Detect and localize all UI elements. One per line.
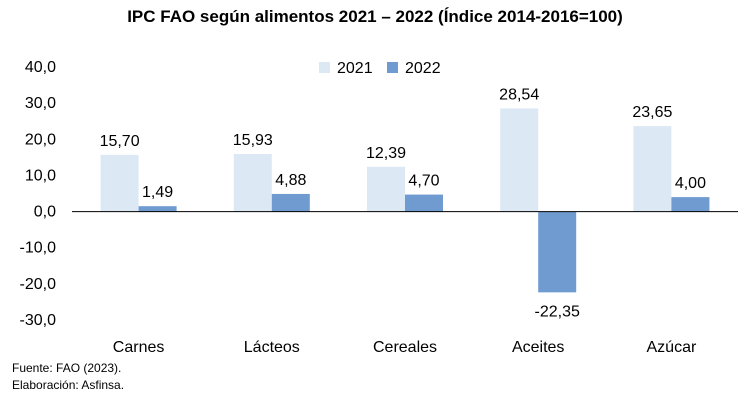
- y-tick-label: 20,0: [25, 131, 56, 148]
- data-label-2021: 12,39: [366, 145, 406, 162]
- data-label-2022: 4,70: [408, 173, 439, 190]
- x-axis: Carnes Lácteos Cereales Aceites Azúcar: [113, 339, 697, 356]
- y-tick-label: 10,0: [25, 167, 56, 184]
- y-tick-label: 0,0: [34, 204, 56, 221]
- data-label-2021: 28,54: [499, 86, 539, 103]
- y-tick-label: 30,0: [25, 95, 56, 112]
- x-category-label: Cereales: [373, 339, 437, 356]
- chart-title: IPC FAO según alimentos 2021 – 2022 (Índ…: [127, 7, 623, 26]
- x-category-label: Lácteos: [244, 339, 300, 356]
- y-tick-label: -10,0: [20, 240, 57, 257]
- data-label-2021: 23,65: [632, 104, 672, 121]
- y-axis: 40,0 30,0 20,0 10,0 0,0 -10,0 -20,0 -30,0: [20, 59, 57, 329]
- data-label-2022: 1,49: [142, 184, 173, 201]
- data-label-2021: 15,70: [100, 133, 140, 150]
- data-label-2022: -22,35: [535, 303, 580, 320]
- bar-2021-azúcar: [633, 126, 672, 212]
- plot-area: 15,70 1,49 15,93 4,88 12,394,70 28,54 -22,35 23…: [72, 86, 738, 320]
- bar-2022-cereales: [405, 194, 443, 212]
- y-tick-label: -20,0: [20, 276, 57, 293]
- bar-2021-carnes: [100, 154, 139, 212]
- bar-2022-lácteos: [271, 193, 310, 212]
- y-tick-label: -30,0: [20, 312, 57, 329]
- data-label-2022: 4,00: [675, 175, 706, 192]
- legend: 2021 2022: [319, 60, 441, 77]
- bar-2022-carnes: [138, 206, 177, 212]
- elaboration-note: Elaboración: Asfinsa.: [12, 378, 125, 392]
- bar-2022-aceites: [538, 211, 577, 293]
- x-category-label: Carnes: [113, 339, 165, 356]
- legend-swatch-2021: [319, 62, 330, 73]
- data-label-2021: 15,93: [233, 132, 273, 149]
- legend-label-2022: 2022: [405, 60, 441, 77]
- source-note: Fuente: FAO (2023).: [12, 361, 122, 375]
- data-label-2022: 4,88: [275, 172, 306, 189]
- bar-2021-cereales: [367, 166, 405, 212]
- x-category-label: Aceites: [512, 339, 564, 356]
- x-category-label: Azúcar: [647, 339, 697, 356]
- bar-2021-aceites: [500, 108, 539, 212]
- legend-swatch-2022: [387, 62, 398, 73]
- y-tick-label: 40,0: [25, 59, 56, 76]
- legend-label-2021: 2021: [337, 60, 373, 77]
- bar-2021-lácteos: [233, 153, 272, 212]
- bar-2022-azúcar: [671, 197, 710, 212]
